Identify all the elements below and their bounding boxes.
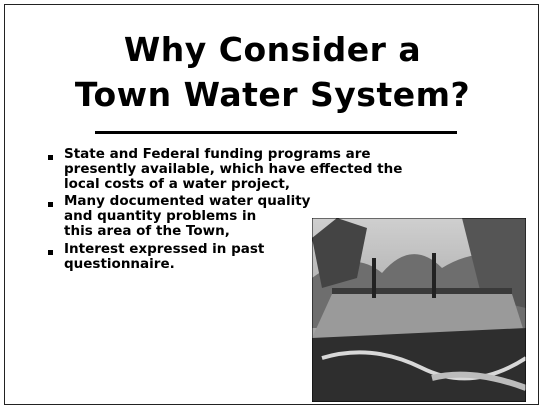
slide-title: Town Water System? [0,75,545,114]
bullet-marker [48,155,53,160]
photo-post [432,253,436,298]
bullet-text: Interest expressed in past [64,242,264,257]
bullet-text: this area of the Town, [64,224,230,239]
bullet-text: presently available, which have effected… [64,162,402,177]
slide-title: Why Consider a [0,30,545,69]
page: Why Consider a Town Water System? State … [0,0,545,411]
photo-fence [332,288,512,294]
bullet-marker [48,202,53,207]
bullet-text: local costs of a water project, [64,177,290,192]
bullet-text: Many documented water quality [64,194,310,209]
slide: Why Consider a Town Water System? State … [0,0,545,411]
photo [312,218,526,402]
title-rule [95,131,457,134]
bullet-text: State and Federal funding programs are [64,147,371,162]
bullet-text: and quantity problems in [64,209,256,224]
photo-post [372,258,376,298]
bullet-marker [48,250,53,255]
bullet-text: questionnaire. [64,257,175,272]
